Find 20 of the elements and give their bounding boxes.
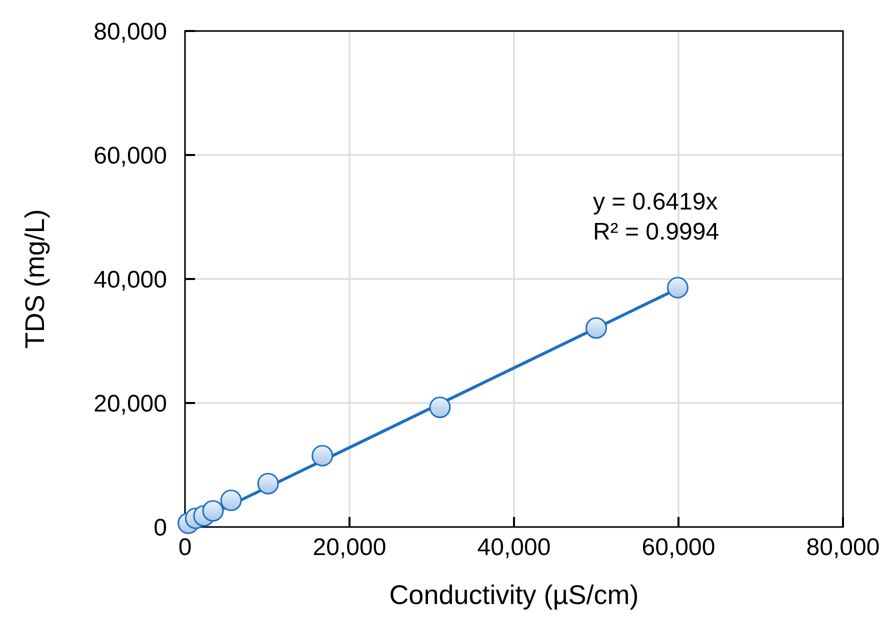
x-axis-title: Conductivity (µS/cm) (389, 580, 639, 610)
x-tick-label: 20,000 (312, 534, 386, 561)
point (666, 276, 688, 298)
y-tick-label: 0 (154, 514, 167, 542)
annotation: y = 0.6419x R² = 0.9994 (592, 188, 720, 246)
x-tick-label: 0 (178, 534, 192, 561)
point (586, 317, 607, 339)
point (202, 500, 224, 522)
y-tick-label: 40,000 (94, 266, 167, 294)
x-tick-label: 40,000 (477, 534, 551, 561)
point (429, 396, 451, 418)
y-tick-label: 80,000 (94, 18, 167, 46)
y-tick-label: 20,000 (94, 390, 167, 418)
x-tick-label: 80,000 (806, 534, 880, 561)
x-tick-label: 60,000 (642, 534, 716, 561)
point (220, 490, 242, 512)
point (312, 444, 334, 466)
point (257, 472, 279, 494)
y-axis-title: TDS (mg/L) (20, 209, 50, 349)
y-tick-label: 60,000 (94, 142, 167, 170)
